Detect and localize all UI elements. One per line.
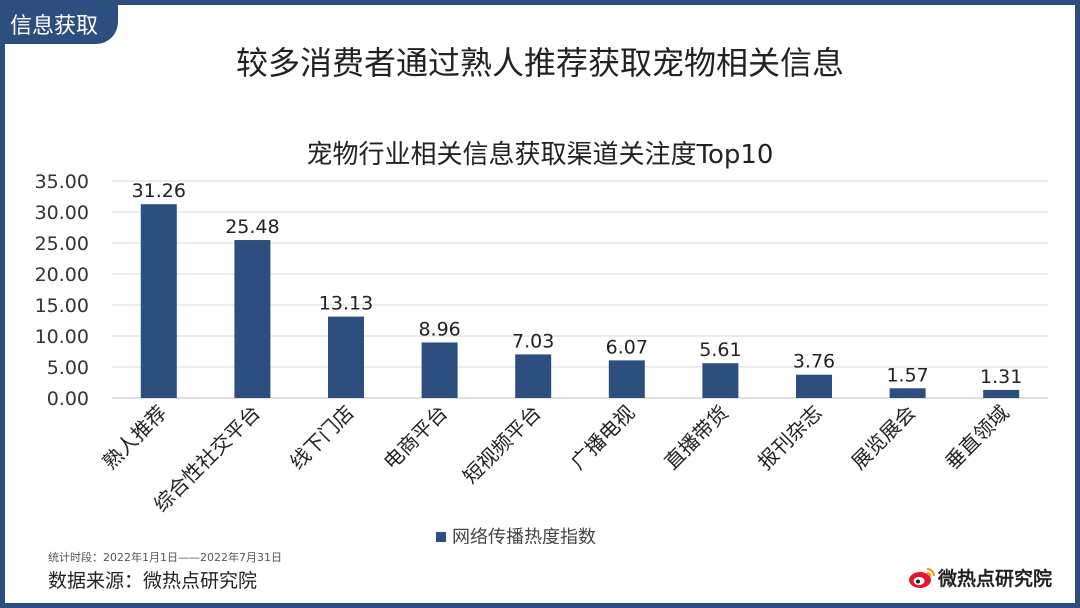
data-label: 8.96 [418,318,460,340]
bar [421,342,458,398]
x-tick-label: 展览展会 [847,401,921,475]
legend-label: 网络传播热度指数 [452,527,596,544]
chart-title: 宠物行业相关信息获取渠道关注度Top10 [306,140,774,170]
chart-legend: 网络传播热度指数 [436,526,596,544]
x-tick-label: 直播带货 [659,401,733,475]
page-title: 较多消费者通过熟人推荐获取宠物相关信息 [235,44,844,82]
section-tag-label: 信息获取 [10,14,99,39]
data-label: 5.61 [699,339,741,361]
bar [234,240,271,398]
data-label: 6.07 [606,336,648,358]
y-tick-label: 15.00 [35,295,89,317]
data-label: 31.26 [132,180,186,202]
x-tick-label: 线下门店 [285,401,359,475]
bar [796,374,832,398]
data-label: 3.76 [793,351,835,373]
x-tick-label: 电商平台 [379,401,453,475]
x-tick-label: 广播电视 [566,401,640,475]
data-label: 25.48 [225,216,279,238]
y-tick-label: 5.00 [47,357,89,379]
bar [983,389,1020,398]
bar [515,354,552,398]
bar [702,363,739,398]
brand-name: 微热点研究院 [938,568,1053,590]
data-label: 1.31 [980,366,1022,388]
data-label: 1.57 [886,364,928,386]
y-tick-label: 20.00 [35,264,89,286]
statistics-period: 统计时段：2022年1月1日——2022年7月31日 [48,551,282,564]
data-source: 数据来源：微热点研究院 [48,570,258,592]
x-tick-label: 短视频平台 [458,401,546,489]
data-label: 7.03 [512,330,554,352]
x-tick-label: 垂直领域 [940,401,1014,475]
bar [608,360,645,398]
x-tick-label: 熟人推荐 [98,401,172,475]
x-tick-label: 报刊杂志 [753,401,827,475]
y-tick-label: 10.00 [35,326,89,348]
y-tick-label: 0.00 [47,388,89,410]
y-tick-label: 35.00 [35,171,89,193]
y-tick-label: 25.00 [35,233,89,255]
data-label: 13.13 [319,293,373,315]
bar [140,204,177,398]
bar [328,316,364,398]
y-tick-label: 30.00 [35,202,89,224]
weibo-eye-logo-icon [909,567,936,588]
legend-swatch [436,532,446,542]
bar [889,388,926,398]
section-tag: 信息获取 [0,0,118,44]
brand: 微热点研究院 [908,564,1052,591]
